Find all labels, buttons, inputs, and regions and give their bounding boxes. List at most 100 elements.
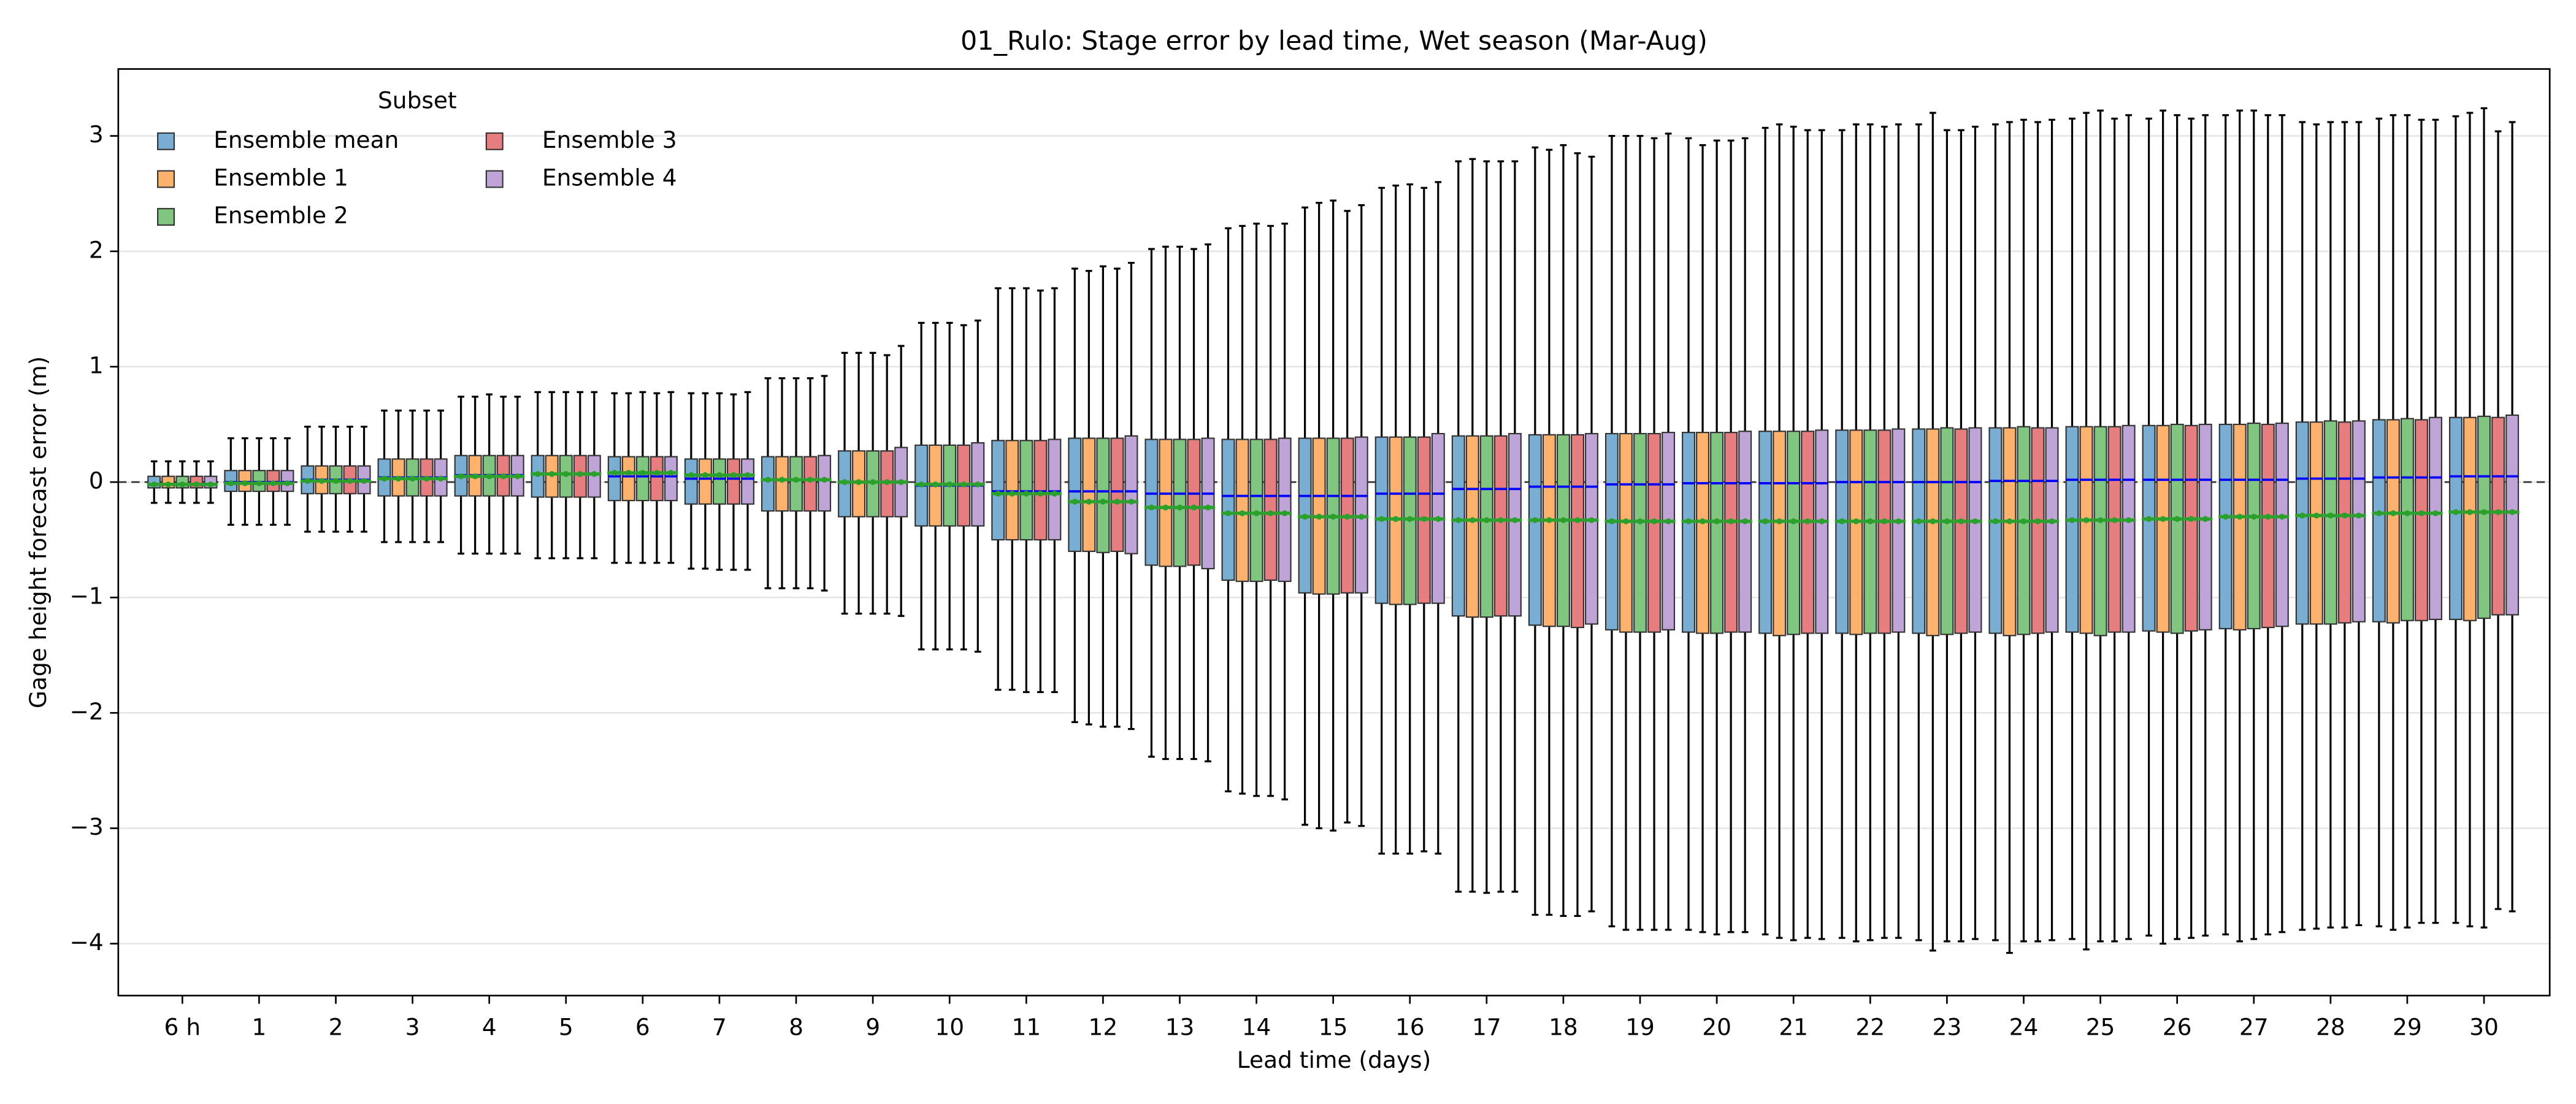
mean-marker bbox=[2034, 518, 2041, 524]
box bbox=[2247, 422, 2261, 630]
y-tick-label: 0 bbox=[89, 467, 104, 494]
mean-marker bbox=[1762, 518, 1768, 524]
box bbox=[650, 456, 664, 502]
box bbox=[2386, 419, 2400, 624]
box bbox=[684, 458, 698, 505]
mean-marker bbox=[2313, 512, 2320, 519]
box bbox=[1221, 439, 1235, 581]
mean-marker bbox=[548, 471, 555, 477]
mean-marker bbox=[1344, 513, 1351, 520]
x-tick-label: 5 bbox=[559, 1013, 573, 1040]
box bbox=[1682, 432, 1696, 633]
x-tick-label: 19 bbox=[1625, 1013, 1655, 1040]
mean-marker bbox=[228, 480, 234, 486]
box bbox=[991, 440, 1005, 541]
mean-marker bbox=[458, 473, 464, 480]
x-tick-label: 16 bbox=[1395, 1013, 1425, 1040]
box bbox=[1863, 429, 1877, 634]
mean-marker bbox=[1881, 518, 1888, 524]
box bbox=[1662, 432, 1676, 631]
box bbox=[1159, 439, 1173, 567]
x-tick-label: 9 bbox=[865, 1013, 880, 1040]
mean-marker bbox=[1023, 491, 1030, 497]
x-tick-label: 14 bbox=[1242, 1013, 1271, 1040]
y-tick-label: 1 bbox=[89, 351, 104, 378]
box bbox=[1647, 432, 1662, 633]
x-tick-label: 22 bbox=[1855, 1013, 1885, 1040]
mean-marker bbox=[1685, 518, 1692, 524]
box bbox=[1019, 440, 1033, 541]
box bbox=[2295, 421, 2309, 625]
mean-marker bbox=[626, 470, 632, 476]
box bbox=[761, 456, 775, 512]
mean-marker bbox=[486, 473, 493, 480]
box bbox=[1892, 428, 1906, 633]
mean-marker bbox=[1420, 516, 1427, 523]
mean-marker bbox=[2376, 510, 2382, 516]
box bbox=[726, 458, 740, 505]
mean-marker bbox=[1819, 518, 1825, 524]
box bbox=[2031, 427, 2045, 634]
box bbox=[2372, 419, 2386, 623]
x-tick-label: 30 bbox=[2469, 1013, 2499, 1040]
mean-marker bbox=[2006, 518, 2013, 524]
mean-marker bbox=[1205, 504, 1211, 511]
x-tick-label: 10 bbox=[935, 1013, 964, 1040]
mean-marker bbox=[1484, 517, 1490, 523]
mean-marker bbox=[716, 472, 723, 478]
box bbox=[2122, 424, 2136, 633]
mean-marker bbox=[1301, 513, 1308, 520]
mean-marker bbox=[1358, 513, 1365, 520]
x-tick-label: 3 bbox=[405, 1013, 420, 1040]
legend-label: Ensemble 3 bbox=[542, 126, 677, 153]
mean-marker bbox=[1267, 510, 1274, 516]
x-tick-label: 23 bbox=[1933, 1013, 1962, 1040]
mean-marker bbox=[1776, 518, 1782, 524]
box bbox=[2448, 416, 2463, 620]
box bbox=[1738, 431, 1752, 633]
mean-marker bbox=[793, 477, 799, 483]
mean-marker bbox=[2327, 512, 2334, 519]
mean-marker bbox=[779, 477, 785, 483]
mean-marker bbox=[1128, 499, 1135, 505]
box bbox=[1068, 437, 1082, 552]
mean-marker bbox=[2174, 516, 2180, 523]
box bbox=[1758, 431, 1773, 634]
mean-marker bbox=[2160, 516, 2166, 523]
box bbox=[2261, 423, 2275, 629]
mean-marker bbox=[640, 470, 646, 476]
mean-marker bbox=[347, 478, 353, 484]
mean-marker bbox=[2111, 517, 2118, 523]
mean-marker bbox=[1316, 513, 1322, 520]
chart-title: 01_Rulo: Stage error by lead time, Wet s… bbox=[960, 26, 1708, 56]
mean-marker bbox=[1728, 518, 1734, 524]
x-tick-label: 27 bbox=[2239, 1013, 2269, 1040]
box bbox=[635, 456, 650, 502]
mean-marker bbox=[1512, 517, 1518, 523]
mean-marker bbox=[2356, 512, 2362, 519]
box bbox=[1082, 437, 1096, 552]
x-tick-label: 2 bbox=[329, 1013, 343, 1040]
x-axis-label: Lead time (days) bbox=[1237, 1046, 1431, 1073]
mean-marker bbox=[702, 472, 708, 478]
x-tick-label: 17 bbox=[1472, 1013, 1501, 1040]
box bbox=[803, 456, 818, 512]
box bbox=[1201, 437, 1215, 570]
mean-marker bbox=[2432, 510, 2439, 516]
mean-marker bbox=[841, 479, 848, 485]
mean-marker bbox=[2145, 516, 2152, 523]
box bbox=[1048, 439, 1062, 541]
x-tick-label: 12 bbox=[1089, 1013, 1118, 1040]
x-tick-label: 25 bbox=[2086, 1013, 2115, 1040]
mean-marker bbox=[500, 473, 507, 480]
mean-marker bbox=[2509, 509, 2515, 515]
x-tick-label: 29 bbox=[2393, 1013, 2422, 1040]
box bbox=[1619, 432, 1633, 633]
legend-swatch bbox=[157, 132, 175, 150]
x-tick-label: 7 bbox=[712, 1013, 727, 1040]
box bbox=[741, 458, 754, 505]
mean-marker bbox=[304, 478, 311, 484]
legend-swatch bbox=[157, 208, 175, 226]
box bbox=[1696, 432, 1710, 634]
